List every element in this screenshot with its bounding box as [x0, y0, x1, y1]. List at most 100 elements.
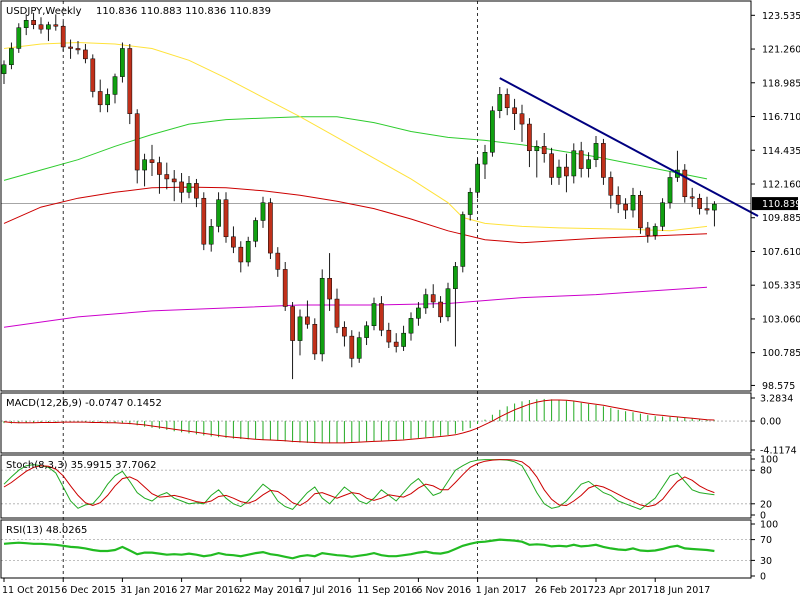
- candle: [475, 158, 480, 199]
- price-pane[interactable]: USDJPY,Weekly 110.836 110.883 110.836 11…: [0, 0, 800, 578]
- candle-body: [386, 329, 392, 343]
- candle: [393, 333, 399, 353]
- candle: [342, 321, 347, 347]
- price-tick-label: 118.985: [762, 78, 800, 89]
- candle-body: [312, 324, 318, 355]
- candle-body: [349, 335, 355, 359]
- candle-body: [275, 252, 281, 270]
- date-tick-label: 23 Apr 2017: [594, 585, 653, 596]
- candle-body: [586, 159, 591, 169]
- candle: [120, 42, 125, 83]
- candle: [90, 54, 96, 98]
- candle-body: [327, 278, 332, 300]
- candle: [490, 106, 495, 157]
- candle: [586, 152, 591, 178]
- date-axis: 11 Oct 2015 6 Dec 2015 31 Jan 2016 27 Mar 2…: [2, 578, 710, 596]
- candle-body: [171, 178, 177, 183]
- candle-body: [260, 202, 266, 221]
- candle-body: [497, 94, 503, 111]
- candle-body: [290, 306, 295, 341]
- current-price-box: [752, 197, 798, 211]
- candle: [327, 253, 332, 311]
- candle: [556, 159, 562, 185]
- stoch-pane-frame: [0, 454, 752, 519]
- candle-body: [356, 337, 362, 359]
- candle: [53, 14, 59, 31]
- candle-body: [571, 150, 577, 177]
- candle-body: [512, 107, 517, 114]
- candle-body: [682, 169, 688, 197]
- candle: [445, 282, 451, 322]
- macd-pane[interactable]: MACD(12,26,9) -0.0747 0.1452 3.2834 0.00 -…: [0, 392, 797, 457]
- candle: [408, 312, 414, 341]
- candle-body: [593, 143, 599, 160]
- candle: [164, 162, 170, 190]
- candle-body: [667, 177, 673, 203]
- price-tick-label: 112.160: [762, 179, 800, 190]
- rsi-pane[interactable]: RSI(13) 48.0265 100 70 30 0: [0, 519, 778, 583]
- candle: [652, 223, 658, 240]
- rsi-tick-label: 30: [760, 556, 772, 567]
- candle: [105, 88, 110, 113]
- candle-body: [38, 24, 44, 30]
- candle: [615, 186, 621, 214]
- candle: [608, 171, 614, 209]
- candle-body: [297, 316, 303, 341]
- rsi-series-layer: [1, 538, 751, 561]
- candle: [438, 296, 443, 323]
- candle-body: [527, 123, 532, 152]
- date-tick-label: 11 Oct 2015: [2, 585, 61, 596]
- stoch-main-line: [3, 459, 715, 510]
- candle-body: [689, 196, 695, 199]
- candle: [549, 147, 554, 185]
- macd-label: MACD(12,26,9) -0.0747 0.1452: [6, 398, 162, 409]
- price-tick-label: 107.610: [762, 247, 800, 258]
- candle-body: [460, 214, 466, 267]
- candle-body: [23, 20, 29, 28]
- stoch-tick-label: 80: [760, 466, 772, 477]
- candle: [68, 39, 73, 59]
- candle-body: [1, 64, 7, 74]
- candle-body: [164, 174, 170, 180]
- candle: [379, 296, 384, 337]
- candle: [571, 143, 577, 184]
- candle: [386, 322, 392, 348]
- candle-body: [504, 94, 510, 109]
- stoch-tick-label: 0: [760, 511, 766, 522]
- candle: [245, 236, 251, 267]
- candle-body: [223, 199, 229, 238]
- candle: [83, 44, 88, 64]
- candle-body: [268, 202, 273, 254]
- rsi-tick-label: 100: [760, 520, 778, 531]
- date-tick-label: 6 Nov 2016: [416, 585, 471, 596]
- candle: [682, 164, 688, 203]
- price-axis: 123.535 121.260 118.985 116.710 114.435 112.1…: [751, 11, 800, 392]
- candle-body: [393, 341, 399, 347]
- ohlc-label: 110.836 110.883 110.836 110.839: [96, 6, 271, 17]
- candle-body: [556, 166, 562, 178]
- current-price-value: 110.839: [762, 199, 800, 210]
- candle: [704, 196, 710, 215]
- macd-series-layer: [1, 398, 751, 444]
- candle: [482, 144, 488, 179]
- candle: [601, 138, 606, 185]
- candle-body: [208, 226, 214, 245]
- date-tick-label: 6 Dec 2015: [61, 585, 116, 596]
- candle-body: [638, 195, 643, 229]
- resistance-trendline: [499, 77, 759, 217]
- candle: [75, 41, 81, 55]
- price-tick-label: 109.885: [762, 213, 800, 224]
- candle: [453, 261, 458, 347]
- candle: [275, 247, 281, 277]
- candle-body: [423, 294, 429, 309]
- candle-body: [149, 159, 155, 163]
- candle: [31, 12, 36, 30]
- candle: [319, 269, 325, 362]
- candle-body: [541, 146, 547, 154]
- candle: [512, 98, 517, 131]
- candle: [689, 187, 695, 208]
- candle: [268, 198, 273, 260]
